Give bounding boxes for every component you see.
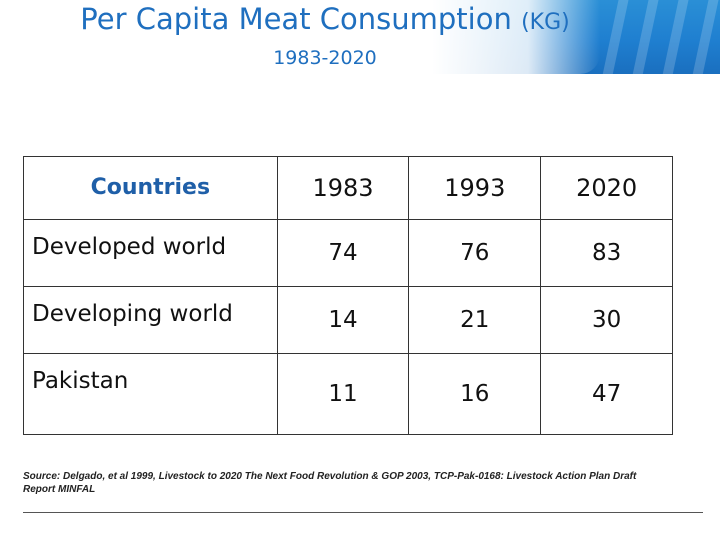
header-banner xyxy=(0,0,720,74)
row-label: Pakistan xyxy=(23,353,278,435)
header-panel xyxy=(0,0,600,74)
cell-2020: 47 xyxy=(540,353,673,435)
source-note: Source: Delgado, et al 1999, Livestock t… xyxy=(23,471,637,495)
cell-1993: 21 xyxy=(408,286,542,354)
column-header-2020: 2020 xyxy=(540,156,673,220)
column-header-1993: 1993 xyxy=(408,156,542,220)
cell-1993: 76 xyxy=(408,219,542,287)
page-subtitle: 1983-2020 xyxy=(273,47,377,69)
table-row: Pakistan 11 16 47 xyxy=(23,353,673,435)
column-header-countries: Countries xyxy=(23,156,278,220)
cell-1993: 16 xyxy=(408,353,542,435)
cell-2020: 30 xyxy=(540,286,673,354)
banner-stripe xyxy=(659,0,691,74)
table-row: Developing world 14 21 30 xyxy=(23,286,673,354)
column-header-1983: 1983 xyxy=(276,156,410,220)
cell-2020: 83 xyxy=(540,219,673,287)
table-header-row: Countries 1983 1993 2020 xyxy=(23,156,673,220)
row-label: Developed world xyxy=(23,219,278,287)
cell-1983: 14 xyxy=(276,286,410,354)
title-unit: (KG) xyxy=(521,10,570,35)
divider xyxy=(23,512,703,513)
cell-1983: 74 xyxy=(276,219,410,287)
row-label: Developing world xyxy=(23,286,278,354)
title-text: Per Capita Meat Consumption xyxy=(80,2,512,36)
banner-stripe xyxy=(689,0,720,74)
page-title: Per Capita Meat Consumption (KG) xyxy=(0,2,650,40)
cell-1983: 11 xyxy=(276,353,410,435)
table-row: Developed world 74 76 83 xyxy=(23,219,673,287)
consumption-table: Countries 1983 1993 2020 Developed world… xyxy=(23,156,673,435)
